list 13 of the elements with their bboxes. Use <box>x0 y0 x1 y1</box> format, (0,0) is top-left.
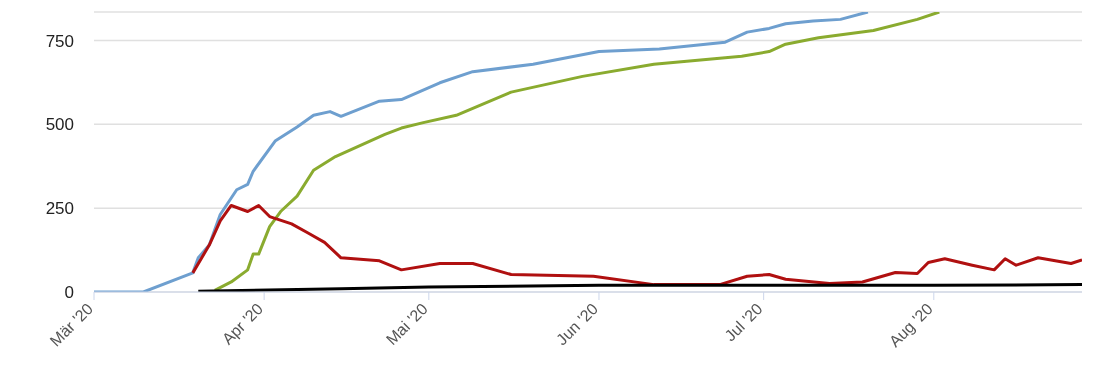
x-tick-label: Aug '20 <box>885 300 936 351</box>
x-tick-label: Jun '20 <box>552 300 602 349</box>
x-tick-label: Mär '20 <box>46 300 97 350</box>
line-series <box>196 283 1082 292</box>
x-tick-label: Mai '20 <box>382 300 432 349</box>
x-tick-label: Apr '20 <box>218 300 267 348</box>
y-tick-label: 500 <box>45 115 74 135</box>
x-tick-label: Jul '20 <box>721 300 766 345</box>
line-series <box>191 203 1082 287</box>
y-tick-label: 250 <box>45 199 74 219</box>
y-tick-label: 750 <box>45 31 74 51</box>
line-series <box>213 12 941 292</box>
y-tick-label: 0 <box>64 283 74 303</box>
